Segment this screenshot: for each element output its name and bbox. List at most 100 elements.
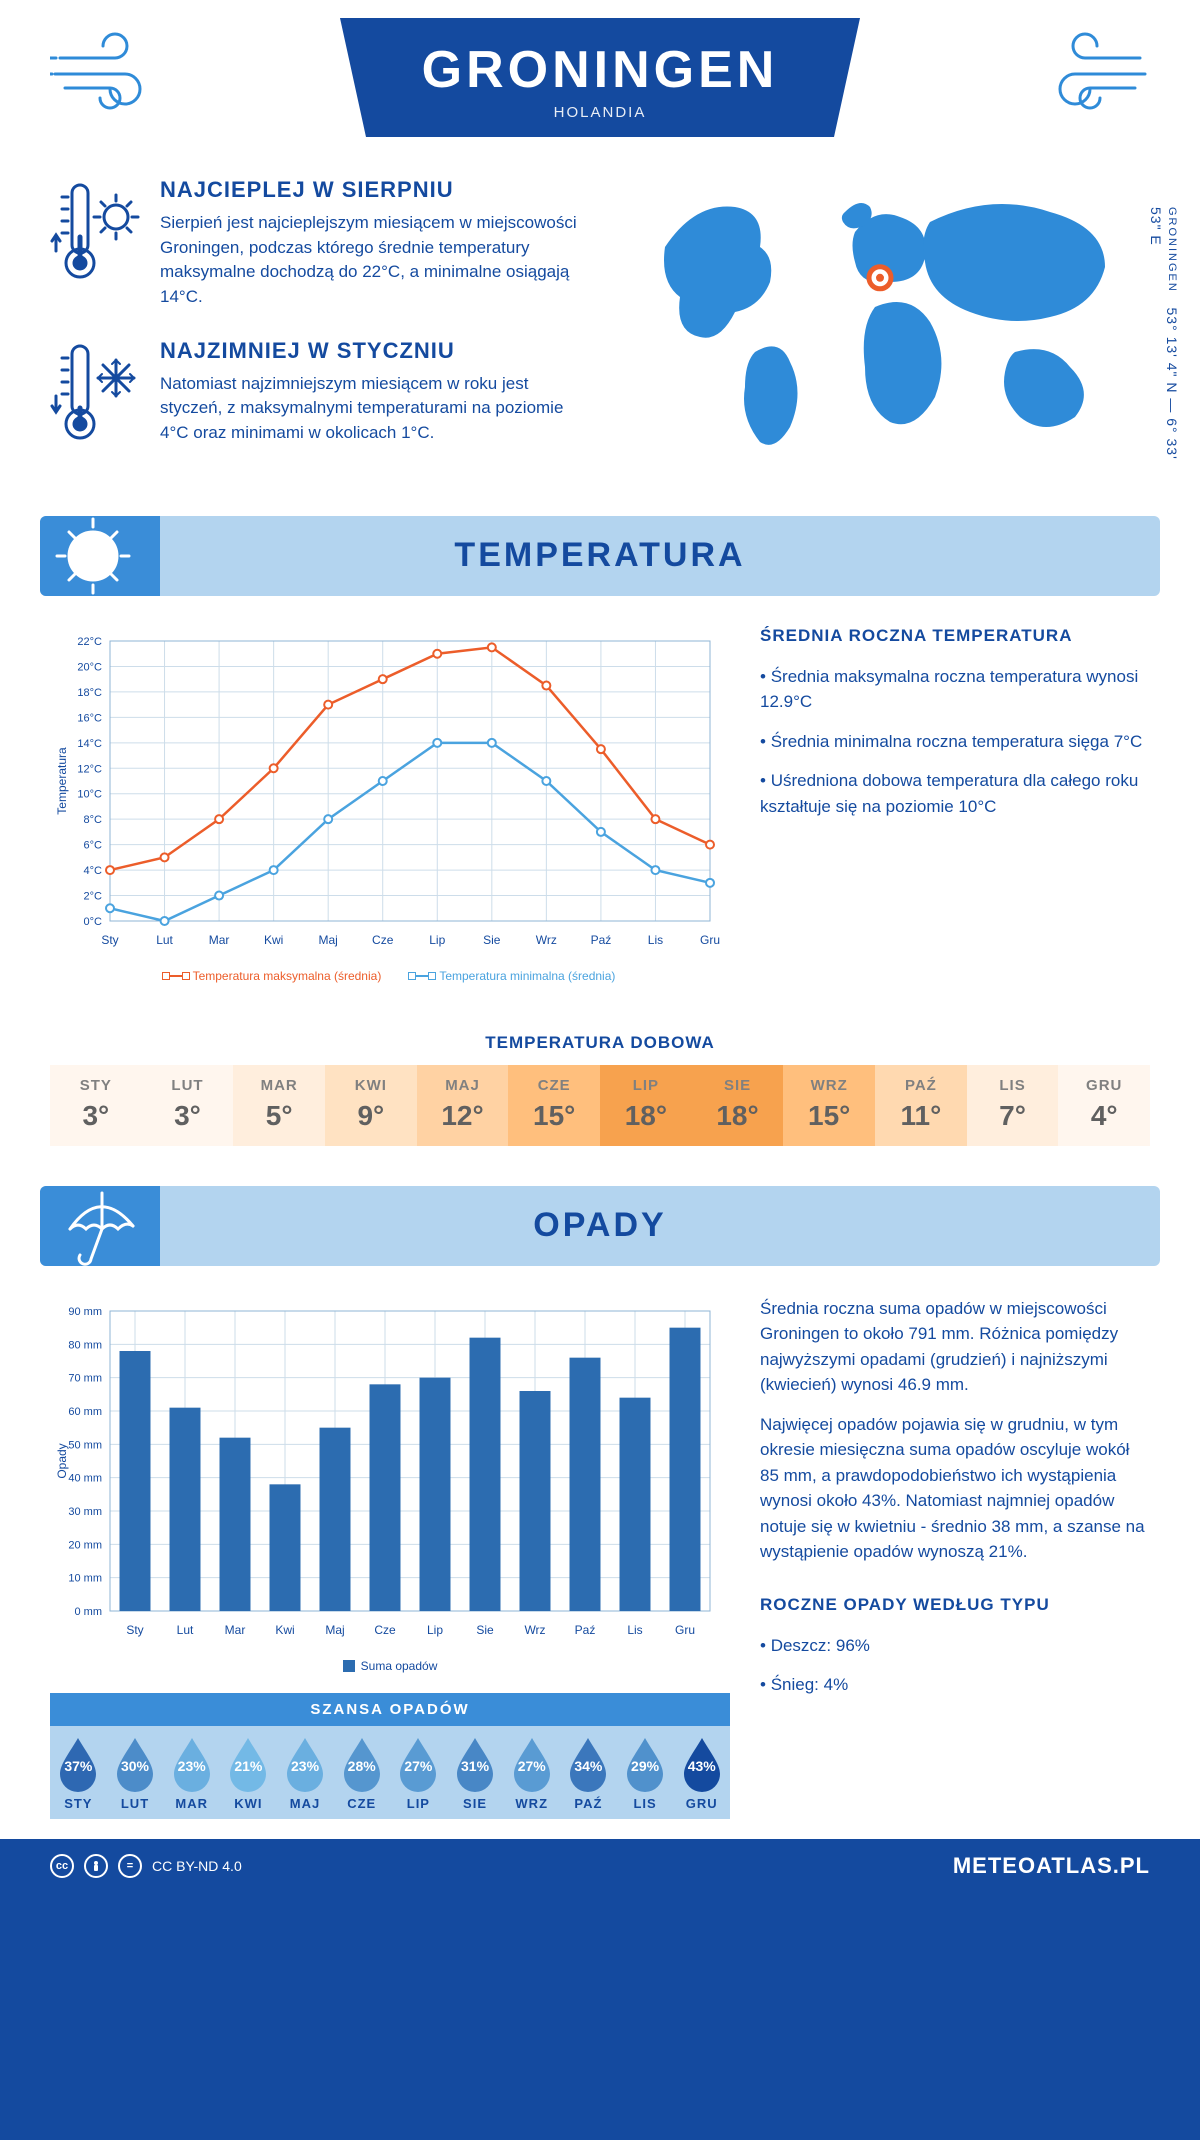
heatmap-cell: SIE18° [692,1065,784,1146]
chance-cell: 37%STY [50,1736,107,1811]
svg-text:Temperatura: Temperatura [55,747,69,815]
world-map-block: GRONINGEN 53° 13' 4" N — 6° 33' 53" E [630,177,1150,476]
intro-facts: NAJCIEPLEJ W SIERPNIU Sierpień jest najc… [50,177,590,476]
page: GRONINGEN HOLANDIA [0,0,1200,1893]
svg-text:Wrz: Wrz [524,1623,545,1637]
temperature-side-title: ŚREDNIA ROCZNA TEMPERATURA [760,626,1150,646]
license-block: cc = CC BY-ND 4.0 [50,1854,242,1878]
chance-cell: 27%LIP [390,1736,447,1811]
section-precip-title: OPADY [533,1206,666,1245]
svg-text:Mar: Mar [209,933,230,947]
chance-cell: 28%CZE [333,1736,390,1811]
chance-block: SZANSA OPADÓW 37%STY30%LUT23%MAR21%KWI23… [50,1693,730,1819]
footer: cc = CC BY-ND 4.0 METEOATLAS.PL [0,1839,1200,1893]
fact-warmest: NAJCIEPLEJ W SIERPNIU Sierpień jest najc… [50,177,590,310]
svg-text:6°C: 6°C [84,839,103,851]
svg-text:60 mm: 60 mm [68,1406,102,1418]
wind-icon-right [1020,30,1150,115]
chance-cell: 30%LUT [107,1736,164,1811]
temperature-bullet: Średnia maksymalna roczna temperatura wy… [760,664,1150,715]
temperature-chart: 0°C2°C4°C6°C8°C10°C12°C14°C16°C18°C20°C2… [50,626,730,983]
chance-cell: 29%LIS [617,1736,674,1811]
world-map [630,177,1130,457]
svg-text:80 mm: 80 mm [68,1339,102,1351]
precip-type-bullet: Śnieg: 4% [760,1672,1150,1698]
chance-cell: 31%SIE [447,1736,504,1811]
svg-text:Lis: Lis [648,933,663,947]
svg-text:22°C: 22°C [77,636,102,648]
fact-coldest: NAJZIMNIEJ W STYCZNIU Natomiast najzimni… [50,338,590,448]
heatmap-title: TEMPERATURA DOBOWA [0,1033,1200,1053]
precip-side-text: Średnia roczna suma opadów w miejscowośc… [760,1296,1150,1819]
svg-text:Gru: Gru [700,933,720,947]
chance-cell: 43%GRU [673,1736,730,1811]
svg-text:70 mm: 70 mm [68,1372,102,1384]
legend-precip: Suma opadów [361,1659,438,1673]
thermometer-hot-icon [50,177,140,310]
chance-cell: 23%MAR [163,1736,220,1811]
svg-text:0°C: 0°C [84,916,103,928]
svg-text:0 mm: 0 mm [75,1606,103,1618]
svg-text:Gru: Gru [675,1623,695,1637]
svg-text:Lip: Lip [427,1623,443,1637]
license-text: CC BY-ND 4.0 [152,1858,242,1874]
thermometer-cold-icon [50,338,140,448]
brand-text: METEOATLAS.PL [953,1853,1150,1879]
temperature-heatmap: STY3°LUT3°MAR5°KWI9°MAJ12°CZE15°LIP18°SI… [50,1065,1150,1146]
temperature-legend: Temperatura maksymalna (średnia) Tempera… [50,969,730,983]
heatmap-cell: MAR5° [233,1065,325,1146]
svg-text:8°C: 8°C [84,814,103,826]
heatmap-cell: STY3° [50,1065,142,1146]
svg-text:Kwi: Kwi [275,1623,294,1637]
precip-type-title: ROCZNE OPADY WEDŁUG TYPU [760,1595,1150,1615]
precip-para1: Średnia roczna suma opadów w miejscowośc… [760,1296,1150,1398]
svg-text:Maj: Maj [319,933,338,947]
svg-text:4°C: 4°C [84,865,103,877]
svg-text:Sty: Sty [126,1623,143,1637]
by-icon [84,1854,108,1878]
fact-coldest-body: Natomiast najzimniejszym miesiącem w rok… [160,372,590,446]
precip-row: 0 mm10 mm20 mm30 mm40 mm50 mm60 mm70 mm8… [0,1286,1200,1839]
fact-warmest-title: NAJCIEPLEJ W SIERPNIU [160,177,590,203]
fact-coldest-title: NAJZIMNIEJ W STYCZNIU [160,338,590,364]
section-precip-header: OPADY [40,1186,1160,1266]
svg-text:20 mm: 20 mm [68,1539,102,1551]
heatmap-cell: MAJ12° [417,1065,509,1146]
chance-cell: 27%WRZ [503,1736,560,1811]
sun-icon [40,516,160,596]
svg-text:Lip: Lip [429,933,445,947]
svg-text:Wrz: Wrz [536,933,557,947]
svg-text:18°C: 18°C [77,686,102,698]
chance-cell: 21%KWI [220,1736,277,1811]
section-temperature-title: TEMPERATURA [454,536,745,575]
temperature-side-text: ŚREDNIA ROCZNA TEMPERATURA Średnia maksy… [760,626,1150,983]
svg-text:Sie: Sie [476,1623,494,1637]
section-temperature-header: TEMPERATURA [40,516,1160,596]
svg-text:Mar: Mar [225,1623,246,1637]
precip-type-bullet: Deszcz: 96% [760,1633,1150,1659]
svg-text:Opady: Opady [55,1443,69,1478]
svg-text:Lut: Lut [177,1623,194,1637]
svg-text:Sty: Sty [101,933,118,947]
svg-text:40 mm: 40 mm [68,1472,102,1484]
temperature-row: 0°C2°C4°C6°C8°C10°C12°C14°C16°C18°C20°C2… [0,616,1200,1003]
svg-text:10 mm: 10 mm [68,1572,102,1584]
umbrella-icon [40,1186,160,1266]
svg-text:12°C: 12°C [77,763,102,775]
heatmap-cell: LIP18° [600,1065,692,1146]
chance-cell: 34%PAŹ [560,1736,617,1811]
svg-text:16°C: 16°C [77,712,102,724]
cc-icon: cc [50,1854,74,1878]
precip-chart: 0 mm10 mm20 mm30 mm40 mm50 mm60 mm70 mm8… [50,1296,730,1819]
heatmap-cell: CZE15° [508,1065,600,1146]
svg-text:Sie: Sie [483,933,501,947]
wind-icon-left [50,30,180,115]
svg-text:Kwi: Kwi [264,933,283,947]
chance-title: SZANSA OPADÓW [50,1693,730,1726]
svg-text:Paź: Paź [591,933,612,947]
heatmap-cell: LIS7° [967,1065,1059,1146]
title-banner: GRONINGEN HOLANDIA [340,18,860,137]
svg-text:90 mm: 90 mm [68,1306,102,1318]
legend-min: Temperatura minimalna (średnia) [439,969,615,983]
svg-text:Paź: Paź [575,1623,596,1637]
